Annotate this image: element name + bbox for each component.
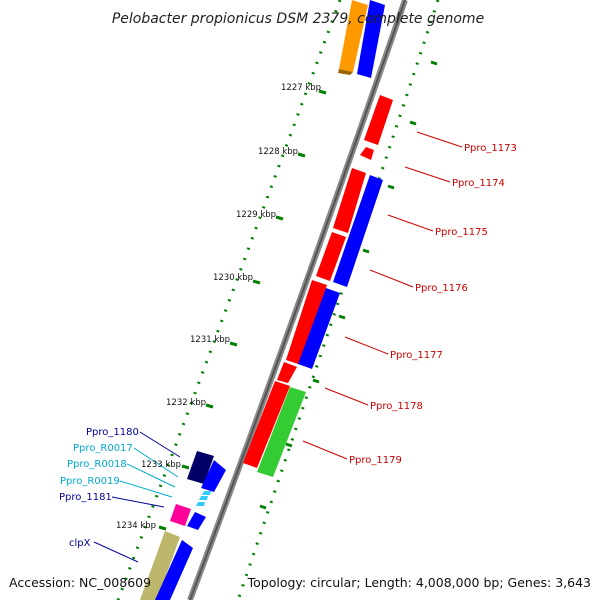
gene-ppro-r0017[interactable]	[202, 491, 211, 495]
outer-tick	[285, 442, 293, 448]
inner-tick	[275, 215, 284, 221]
inner-ticks	[158, 89, 327, 531]
gene-ppro-1179[interactable]	[243, 381, 290, 468]
kbp-label: 1229 kbp	[236, 210, 276, 220]
gene-ppro-1174[interactable]	[360, 147, 374, 160]
gene-ppro-1173[interactable]	[364, 95, 393, 145]
outer-tick	[312, 378, 320, 384]
gene-label-clpx[interactable]: clpX	[69, 538, 91, 549]
gene-ppro-1180-blue[interactable]	[201, 460, 226, 492]
kbp-label: 1231 kbp	[190, 335, 230, 345]
outer-tick	[430, 60, 438, 66]
leader-ppro-1180	[139, 431, 181, 458]
gene-blue-1175[interactable]	[333, 175, 383, 287]
kbp-label: 1227 kbp	[281, 83, 321, 93]
outer-tick	[387, 184, 395, 190]
leader-ppro-1178	[324, 387, 369, 406]
kbp-label: 1228 kbp	[258, 147, 298, 157]
gene-blue-top[interactable]	[357, 0, 385, 78]
gene-ppro-1175[interactable]	[333, 168, 366, 233]
gene-label-ppro-1177[interactable]: Ppro_1177	[390, 350, 443, 361]
gene-label-ppro-1180[interactable]: Ppro_1180	[86, 427, 139, 438]
inner-tick	[205, 403, 214, 409]
gene-ppro-1177[interactable]	[286, 280, 327, 365]
right-gene-labels: Ppro_1173 Ppro_1174 Ppro_1175 Ppro_1176 …	[349, 143, 517, 466]
left-leaders	[93, 431, 181, 563]
gene-blue-bottom[interactable]	[155, 540, 193, 600]
kbp-label: 1230 kbp	[213, 273, 253, 283]
inner-tick	[229, 341, 238, 347]
right-leaders	[302, 131, 463, 460]
leader-ppro-r0018	[126, 463, 176, 488]
outer-tick	[338, 314, 346, 320]
inner-tick	[252, 279, 261, 285]
outer-tick	[259, 504, 267, 510]
gene-label-ppro-r0018[interactable]: Ppro_R0018	[67, 459, 127, 470]
gene-label-ppro-1176[interactable]: Ppro_1176	[415, 283, 468, 294]
left-genes	[140, 451, 226, 600]
gene-ppro-r0019[interactable]	[196, 502, 205, 506]
gene-ppro-r0018[interactable]	[199, 496, 208, 500]
topology-text: Topology: circular; Length: 4,008,000 bp…	[247, 575, 591, 590]
outer-tick	[362, 248, 370, 254]
inner-dotted-ring	[116, 0, 342, 600]
gene-label-ppro-1179[interactable]: Ppro_1179	[349, 455, 402, 466]
inner-tick	[158, 525, 167, 531]
outer-dotted-ring	[236, 0, 440, 600]
inner-tick	[181, 464, 190, 470]
gene-ppro-1180[interactable]	[187, 451, 214, 484]
leader-ppro-1177	[344, 336, 389, 355]
gene-green-1179[interactable]	[257, 387, 306, 477]
leader-clpx	[93, 541, 139, 563]
gene-ppro-1176[interactable]	[316, 232, 346, 281]
leader-ppro-1173	[416, 131, 463, 148]
kbp-label: 1232 kbp	[166, 398, 206, 408]
leader-ppro-1179	[302, 440, 348, 460]
gene-orange-top-edge	[338, 69, 353, 75]
leader-ppro-r0017	[133, 447, 179, 478]
gene-blue-1177[interactable]	[298, 288, 340, 369]
left-gene-labels: Ppro_1180 Ppro_R0017 Ppro_R0018 Ppro_R00…	[59, 427, 139, 549]
kbp-label: 1234 kbp	[116, 521, 156, 531]
leader-ppro-1175	[387, 214, 434, 232]
outer-ticks	[259, 60, 438, 510]
gene-ppro-1181[interactable]	[187, 512, 206, 530]
gene-label-ppro-r0019[interactable]: Ppro_R0019	[60, 476, 120, 487]
kbp-labels: 1227 kbp 1228 kbp 1229 kbp 1230 kbp 1231…	[116, 83, 321, 531]
accession-text: Accession: NC_008609	[9, 575, 151, 590]
gene-ppro-1178[interactable]	[277, 362, 297, 383]
kbp-label: 1233 kbp	[141, 460, 181, 470]
gene-label-ppro-1178[interactable]: Ppro_1178	[370, 401, 423, 412]
ring-layer	[116, 0, 440, 600]
gene-clpx[interactable]	[140, 531, 180, 600]
gene-label-ppro-r0017[interactable]: Ppro_R0017	[73, 443, 133, 454]
leader-ppro-1181	[111, 496, 165, 508]
inner-tick	[297, 152, 306, 158]
outer-tick	[409, 120, 417, 126]
forward-genes	[243, 0, 393, 468]
gene-label-ppro-1173[interactable]: Ppro_1173	[464, 143, 517, 154]
leader-ppro-1174	[404, 166, 451, 183]
gene-label-ppro-1181[interactable]: Ppro_1181	[59, 492, 112, 503]
gene-ppro-1181-pink[interactable]	[170, 504, 191, 526]
gene-label-ppro-1175[interactable]: Ppro_1175	[435, 227, 488, 238]
inner-tick	[318, 89, 327, 95]
gene-orange-top[interactable]	[339, 0, 368, 72]
gene-label-ppro-1174[interactable]: Ppro_1174	[452, 178, 505, 189]
map-title: Pelobacter propionicus DSM 2379, complet…	[112, 11, 484, 27]
genome-backbone-highlight	[189, 0, 406, 600]
reverse-genes	[257, 0, 385, 477]
leader-ppro-1176	[369, 269, 414, 288]
leader-ppro-r0019	[119, 480, 173, 498]
